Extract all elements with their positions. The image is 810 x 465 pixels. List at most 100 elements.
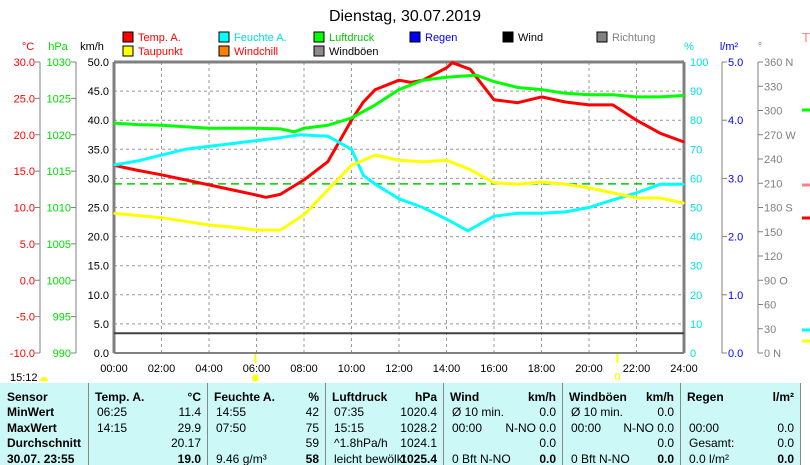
data-point bbox=[136, 123, 139, 126]
x-tick-label: 00:00 bbox=[100, 363, 128, 375]
legend-swatch-4 bbox=[502, 31, 514, 43]
data-point bbox=[136, 160, 139, 162]
temp-tick-label: -10.0 bbox=[10, 348, 35, 360]
data-point bbox=[326, 189, 329, 191]
pressure-tick-label: 1010 bbox=[47, 203, 71, 215]
legend-swatch-8 bbox=[313, 45, 325, 57]
data-point bbox=[265, 196, 267, 199]
table-cell-label: 00:00 bbox=[689, 420, 720, 435]
temp-tick-label: 30.0 bbox=[14, 57, 35, 69]
data-point bbox=[184, 220, 187, 223]
humidity-tick-label: 0 bbox=[690, 348, 696, 360]
data-point bbox=[398, 159, 400, 162]
moon-icon bbox=[40, 377, 48, 381]
direction-tick-label: 120 bbox=[764, 251, 782, 263]
data-point bbox=[255, 139, 258, 142]
wind-tick-label: 5.0 bbox=[94, 319, 109, 331]
series-line-feuchte-a- bbox=[113, 133, 684, 233]
data-point bbox=[160, 124, 163, 127]
data-point bbox=[160, 216, 163, 219]
data-point bbox=[540, 88, 543, 91]
data-point bbox=[136, 169, 139, 172]
data-point bbox=[516, 183, 519, 186]
row-label: Durchschnitt bbox=[7, 436, 82, 450]
legend-swatch-5 bbox=[596, 31, 608, 43]
temp-tick-label: 25.0 bbox=[14, 93, 35, 105]
pressure-tick-label: 1005 bbox=[47, 239, 71, 251]
row-label: MaxWert bbox=[7, 420, 57, 435]
direction-tick-label: 90 O bbox=[764, 275, 788, 287]
wind-tick-label: 0.0 bbox=[94, 348, 109, 360]
x-tick-label: 16:00 bbox=[480, 363, 508, 375]
legend-label: Feuchte A. bbox=[234, 32, 287, 44]
data-point bbox=[540, 212, 543, 215]
data-point bbox=[350, 148, 353, 151]
legend-label: Wind bbox=[518, 32, 543, 44]
data-point bbox=[298, 133, 301, 136]
data-point bbox=[326, 160, 329, 163]
table-cell-value: 1020.4 bbox=[400, 405, 437, 419]
data-point bbox=[231, 142, 234, 145]
data-point bbox=[303, 179, 305, 181]
table-cell-value: 0.0 bbox=[657, 451, 674, 465]
table-column bbox=[443, 383, 563, 465]
table-cell-label: 14:55 bbox=[216, 405, 247, 419]
table-cell-value: 20.17 bbox=[170, 436, 201, 450]
data-point bbox=[445, 76, 448, 79]
column-header: Temp. A. bbox=[95, 390, 145, 404]
table-cell-value: 0.0 bbox=[539, 405, 556, 419]
sensor-table: Sensor Temp. A. °C Feuchte A.% Luftdruck hPa W… bbox=[0, 383, 801, 465]
data-point bbox=[279, 193, 282, 196]
data-point bbox=[374, 154, 377, 156]
data-point bbox=[659, 96, 662, 98]
wind-tick-label: 10.0 bbox=[88, 290, 109, 302]
legend-swatch-2 bbox=[313, 31, 325, 43]
sunset-icon bbox=[615, 373, 620, 380]
data-point bbox=[421, 206, 424, 209]
table-column bbox=[207, 383, 326, 465]
direction-tick-label: 270 W bbox=[764, 130, 796, 142]
weather-chart: Dienstag, 30.07.2019 Temp. A. Feuchte A. Lu… bbox=[10, 8, 810, 383]
humidity-tick-label: 30 bbox=[690, 261, 702, 273]
series-line-luftdruck bbox=[113, 73, 685, 134]
legend-label: Regen bbox=[425, 32, 457, 44]
direction-tick-label: 60 bbox=[764, 300, 776, 312]
direction-tick-label: 210 bbox=[764, 178, 782, 190]
humidity-tick-label: 100 bbox=[690, 57, 708, 69]
direction-tick-label: 0 N bbox=[764, 348, 781, 360]
data-point bbox=[398, 79, 400, 81]
humidity-tick-label: 70 bbox=[690, 144, 702, 156]
table-cell-value: N-NO 0.0 bbox=[505, 420, 556, 435]
table-column bbox=[0, 383, 89, 465]
data-point bbox=[208, 127, 210, 130]
data-point bbox=[113, 164, 115, 166]
data-point bbox=[398, 88, 400, 91]
table-cell-label: Gesamt: bbox=[689, 436, 735, 450]
direction-tick-label: 360 N bbox=[764, 57, 793, 69]
side-panel-label: T bbox=[802, 30, 810, 45]
table-cell-label: 0.0 l/m² bbox=[689, 451, 730, 465]
pressure-tick-label: 990 bbox=[53, 348, 71, 360]
data-point bbox=[564, 211, 567, 213]
data-point bbox=[398, 197, 400, 200]
table-cell-value: 75 bbox=[305, 420, 319, 435]
humidity-tick-label: 10 bbox=[690, 319, 702, 331]
x-tick-label: 24:00 bbox=[670, 363, 698, 375]
data-point bbox=[588, 93, 590, 96]
direction-tick-label: 180 S bbox=[764, 203, 793, 215]
table-cell-label: leicht bewölkt bbox=[334, 451, 407, 465]
temp-tick-label: -5.0 bbox=[16, 312, 35, 324]
column-header: Windböen bbox=[569, 390, 627, 404]
data-point bbox=[588, 206, 590, 209]
legend-label: Luftdruck bbox=[329, 32, 375, 44]
data-point bbox=[279, 128, 282, 130]
data-point bbox=[362, 174, 365, 177]
humidity-tick-label: 80 bbox=[690, 115, 702, 127]
table-column bbox=[325, 383, 444, 465]
table-cell-value: 0.0 bbox=[777, 436, 794, 450]
column-header: Wind bbox=[450, 390, 480, 404]
data-point bbox=[611, 93, 614, 96]
temp-axis-unit: °C bbox=[22, 41, 34, 53]
direction-axis-unit: ° bbox=[758, 41, 762, 53]
